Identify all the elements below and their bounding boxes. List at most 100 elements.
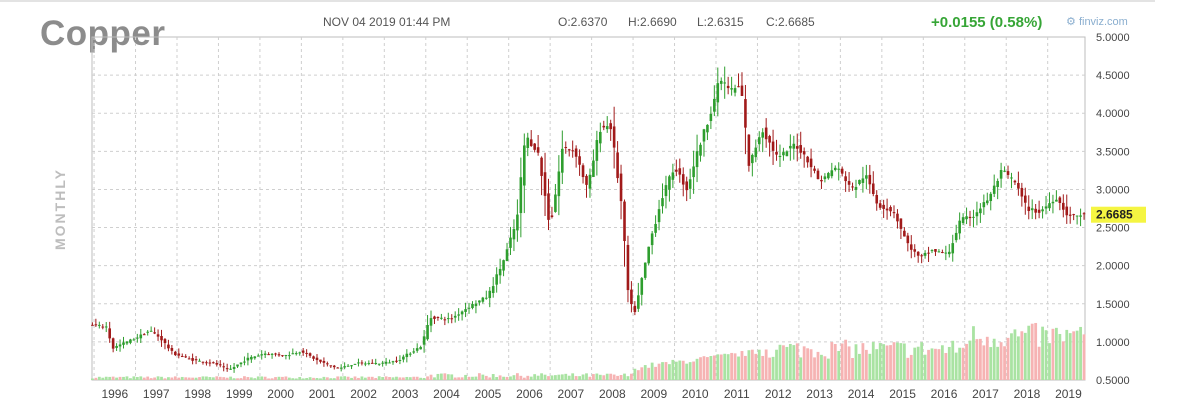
candle-body [1030,208,1034,211]
volume-bar [830,342,834,380]
candle-body [491,286,495,294]
volume-bar [229,376,233,380]
candle-body [737,86,740,88]
candle-body [163,339,167,344]
candle-body [308,353,312,356]
candle-body [336,367,340,369]
candle-body [1068,214,1072,216]
volume-bar [464,374,467,380]
candle-body [263,353,267,355]
volume-bar [1023,332,1027,380]
volume-bar [868,353,872,380]
volume-bar [578,376,581,380]
candle-body [972,216,975,218]
candle-body [294,353,298,355]
candle-body [713,98,716,112]
candle-body [509,237,512,248]
candle-body [1041,209,1044,212]
candle-body [398,359,402,361]
candle-body [526,137,530,148]
volume-bar [809,349,813,380]
candle-body [170,347,174,351]
candle-body [823,176,827,180]
candle-body [892,212,896,214]
candle-body [453,315,457,318]
candle-body [357,362,360,364]
candle-body [616,152,619,179]
candle-body [422,336,426,345]
y-tick-label: 0.5000 [1096,375,1130,387]
candle-body [664,185,668,197]
volume-bar [837,350,841,380]
volume-bar [871,342,875,380]
volume-bar [484,375,488,380]
volume-bar [215,376,219,380]
candle-body [816,170,820,180]
candle-body [312,356,315,359]
candle-body [205,362,208,364]
candle-body [954,232,958,241]
volume-bar [184,377,188,380]
volume-bar [457,377,461,380]
candle-body [218,364,222,366]
candle-body [467,307,471,309]
candle-body [699,144,702,156]
candle-body [267,354,270,356]
volume-bar [177,377,181,380]
volume-bar [934,348,937,380]
candle-body [554,194,557,212]
candle-body [239,362,243,365]
volume-bar [954,352,958,380]
candle-body [350,365,353,367]
candle-body [782,152,785,156]
close-value: C:2.6685 [766,15,815,29]
volume-bar [823,356,827,380]
volume-bar [156,376,160,380]
volume-bar [540,373,543,380]
volume-bar [978,338,982,380]
candle-body [457,314,460,316]
candle-body [985,200,989,204]
volume-bar [996,346,1000,380]
volume-bar [467,376,471,380]
volume-bar [750,349,754,380]
x-tick-label: 2002 [350,387,377,401]
volume-bar [443,373,447,380]
brand-link[interactable]: ⚙ finviz.com [1066,15,1128,28]
volume-bar [301,378,305,380]
candle-body [602,125,606,128]
volume-bar [325,377,329,380]
candle-body [861,178,865,183]
candle-body [657,209,661,223]
candle-body [464,309,467,312]
volume-bar [1048,343,1051,380]
volume-bar [401,377,405,380]
candle-body [1003,170,1006,172]
candle-body [1017,182,1020,189]
candle-body [733,88,737,93]
volume-bar [782,345,785,380]
volume-bar [374,378,378,380]
volume-bar [388,377,391,380]
candle-body [256,355,260,357]
volume-bar [761,355,765,380]
volume-bar [605,373,609,380]
candle-body [415,348,419,351]
candle-body [1023,195,1027,203]
volume-bar [747,350,751,380]
volume-bar [647,367,651,380]
candle-body [903,230,906,237]
candle-body [326,363,329,365]
candle-body [274,353,277,355]
volume-bar [146,376,150,380]
volume-bar [225,377,229,380]
candle-body [305,352,308,354]
volume-bar [547,376,550,380]
candle-body [460,311,464,315]
volume-bar [201,376,205,380]
volume-bar [509,376,512,380]
candle-body [647,246,650,264]
candle-body [726,85,730,89]
candle-body [201,361,205,363]
